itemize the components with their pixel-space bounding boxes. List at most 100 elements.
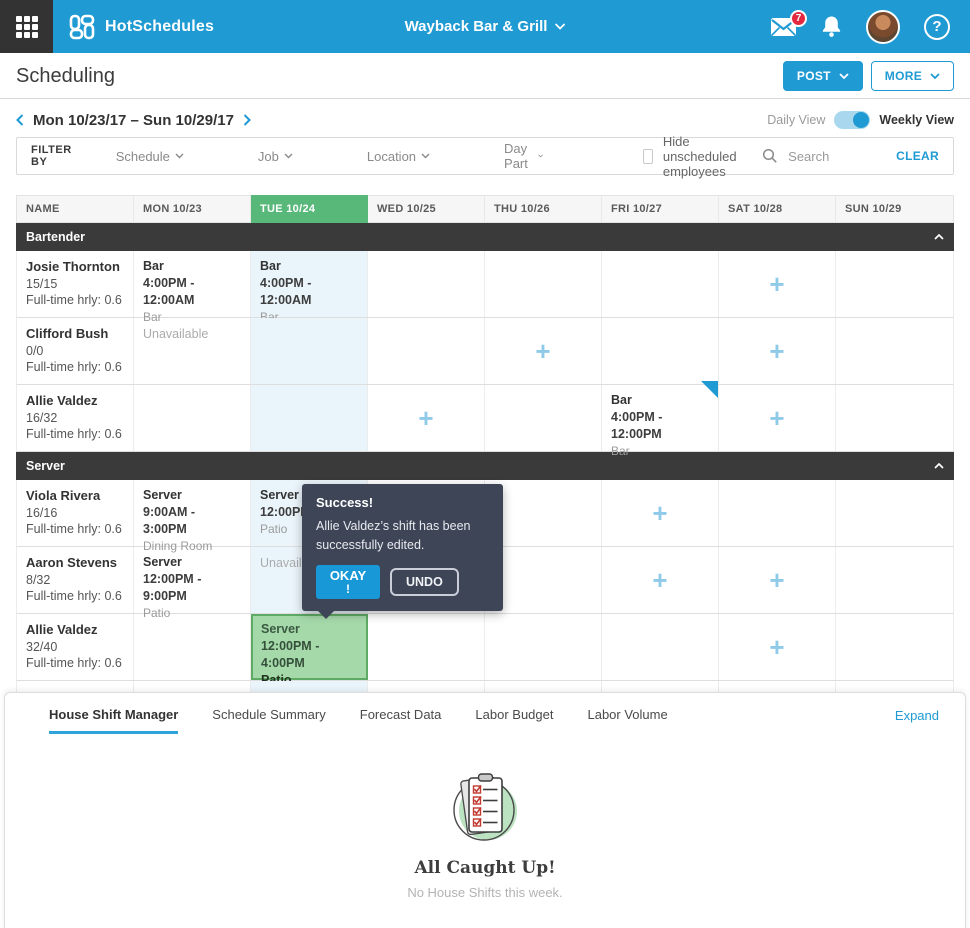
empty-day-cell[interactable] (485, 681, 602, 692)
next-week-button[interactable] (243, 114, 251, 126)
section-header-bartender[interactable]: Bartender (16, 223, 954, 251)
more-button[interactable]: MORE (870, 61, 954, 91)
empty-day-cell[interactable] (368, 614, 485, 680)
employee-cell: Aaron Stevens 8/32 Full-time hrly: 0.6 (17, 547, 134, 613)
add-shift-plus-icon[interactable]: + (769, 565, 785, 595)
add-shift-plus-icon[interactable]: + (769, 269, 785, 299)
collapse-chevron-icon[interactable] (934, 463, 944, 469)
daypart-filter-dropdown[interactable]: Day Part (504, 141, 543, 171)
empty-day-cell[interactable] (719, 480, 836, 546)
empty-day-cell[interactable] (719, 681, 836, 692)
daily-view-label[interactable]: Daily View (767, 113, 826, 127)
shift-cell[interactable]: Server 12:00PM - 9:00PM Patio (134, 547, 251, 620)
tab-labor-volume[interactable]: Labor Volume (587, 707, 668, 722)
column-header-thu[interactable]: THU 10/26 (485, 196, 602, 222)
search-input[interactable] (788, 148, 879, 164)
empty-day-cell[interactable] (485, 547, 602, 613)
empty-day-cell[interactable] (602, 681, 719, 692)
empty-day-cell[interactable] (134, 681, 251, 692)
filter-by-label: FILTER BY (31, 144, 72, 168)
section-header-server[interactable]: Server (16, 452, 954, 480)
tab-labor-budget[interactable]: Labor Budget (475, 707, 554, 722)
empty-day-cell[interactable] (836, 385, 953, 451)
add-shift-cell[interactable]: + (719, 547, 836, 613)
empty-day-cell[interactable] (836, 614, 953, 680)
empty-day-cell[interactable] (836, 681, 953, 692)
empty-day-cell[interactable] (368, 251, 485, 317)
column-header-fri[interactable]: FRI 10/27 (602, 196, 719, 222)
empty-day-cell[interactable] (836, 547, 953, 613)
empty-day-cell[interactable] (251, 681, 368, 692)
add-shift-plus-icon[interactable]: + (769, 403, 785, 433)
column-header-sat[interactable]: SAT 10/28 (719, 196, 836, 222)
weekly-view-label[interactable]: Weekly View (879, 113, 954, 127)
notifications-button[interactable] (821, 15, 842, 38)
post-button[interactable]: POST (782, 61, 863, 91)
add-shift-plus-icon[interactable]: + (769, 336, 785, 366)
column-header-sun[interactable]: SUN 10/29 (845, 203, 902, 215)
okay-button[interactable]: OKAY ! (316, 564, 380, 599)
add-shift-cell[interactable]: + (719, 251, 836, 317)
shift-cell[interactable]: Server 9:00AM - 3:00PM Dining Room (134, 480, 251, 553)
add-shift-plus-icon[interactable]: + (769, 632, 785, 662)
add-shift-cell[interactable]: + (602, 480, 719, 546)
empty-day-cell[interactable] (836, 251, 953, 317)
shift-cell[interactable]: Bar 4:00PM - 12:00AM Bar (251, 251, 368, 324)
tab-schedule-summary[interactable]: Schedule Summary (212, 707, 326, 722)
page-title: Scheduling (16, 64, 115, 87)
empty-day-cell[interactable] (251, 318, 368, 384)
brand[interactable]: HotSchedules (67, 12, 214, 42)
messages-button[interactable]: 7 (770, 9, 807, 37)
empty-day-cell[interactable] (602, 251, 719, 317)
empty-day-cell[interactable] (134, 385, 251, 451)
empty-day-cell[interactable] (368, 318, 485, 384)
shift-cell[interactable]: Bar 4:00PM - 12:00PM Bar (602, 381, 719, 458)
add-shift-plus-icon[interactable]: + (535, 336, 551, 366)
hide-unscheduled-checkbox[interactable] (643, 148, 653, 164)
column-header-mon[interactable]: MON 10/23 (134, 196, 251, 222)
view-toggle[interactable] (834, 111, 871, 129)
empty-day-cell[interactable] (485, 385, 602, 451)
empty-day-cell[interactable] (836, 480, 953, 546)
job-filter-dropdown[interactable]: Job (258, 149, 293, 164)
help-button[interactable]: ? (924, 13, 950, 40)
app-grid-button[interactable] (0, 0, 53, 53)
popup-title: Success! (316, 495, 374, 510)
empty-day-cell[interactable] (836, 318, 953, 384)
column-header-tue-highlighted[interactable]: TUE 10/24 (251, 195, 368, 223)
empty-day-cell[interactable] (485, 614, 602, 680)
add-shift-cell[interactable]: + (719, 318, 836, 384)
location-filter-dropdown[interactable]: Location (367, 149, 430, 164)
user-avatar[interactable] (866, 9, 900, 44)
add-shift-plus-icon[interactable]: + (418, 403, 434, 433)
undo-button[interactable]: UNDO (390, 567, 459, 596)
empty-day-cell[interactable] (134, 614, 251, 680)
schedule-filter-dropdown[interactable]: Schedule (116, 149, 184, 164)
empty-day-cell[interactable] (602, 318, 719, 384)
column-header-wed[interactable]: WED 10/25 (368, 196, 485, 222)
empty-day-cell[interactable] (602, 614, 719, 680)
store-selector[interactable]: Wayback Bar & Grill (405, 18, 566, 35)
add-shift-cell[interactable]: + (719, 614, 836, 680)
expand-link[interactable]: Expand (894, 708, 939, 723)
tab-forecast-data[interactable]: Forecast Data (359, 707, 442, 722)
empty-day-cell[interactable] (251, 385, 368, 451)
shift-cell[interactable]: Server 12:00PM - 4:00PM Patio (251, 614, 368, 687)
add-shift-cell[interactable]: + (368, 385, 485, 451)
previous-week-button[interactable] (16, 114, 24, 126)
add-shift-cell[interactable]: + (602, 547, 719, 613)
add-shift-plus-icon[interactable]: + (652, 565, 668, 595)
shift-cell[interactable]: Bar 4:00PM - 12:00AM Bar (134, 251, 251, 324)
add-shift-cell[interactable]: + (485, 318, 602, 384)
empty-day-cell[interactable] (485, 251, 602, 317)
empty-day-cell[interactable] (368, 681, 485, 692)
clear-filters-link[interactable]: CLEAR (896, 149, 939, 163)
column-header-name[interactable]: NAME (17, 196, 134, 222)
unavailable-cell[interactable]: Unavailable (134, 318, 251, 384)
collapse-chevron-icon[interactable] (934, 234, 944, 240)
empty-day-cell[interactable] (485, 480, 602, 546)
tab-house-shift-manager[interactable]: House Shift Manager (49, 707, 179, 734)
employee-name: Allie Valdez (26, 393, 98, 408)
add-shift-plus-icon[interactable]: + (652, 498, 668, 528)
add-shift-cell[interactable]: + (719, 385, 836, 451)
